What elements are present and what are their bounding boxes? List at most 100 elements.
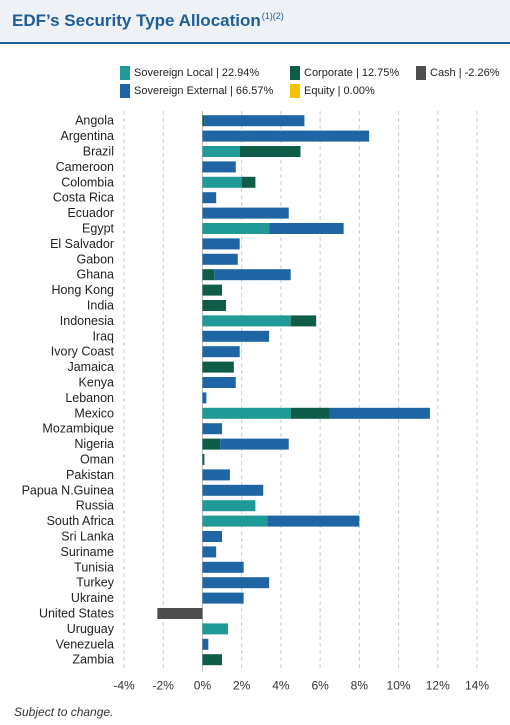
x-tick-label: 14% [465,678,489,692]
legend-swatch-sovereign-local [120,66,130,80]
bar-sovereign-external [204,115,305,127]
bar-sovereign-external [202,377,236,388]
x-tick-label: 8% [351,678,369,692]
category-label: Papua N.Guinea [22,483,114,497]
bar-sovereign-local [202,623,228,635]
category-label: Uruguay [67,622,115,636]
bar-sovereign-local [202,315,291,327]
bar-sovereign-local [202,515,268,527]
bar-sovereign-external [202,346,240,358]
legend-item-cash: Cash | -2.26% [416,66,500,80]
bar-corporate [290,407,330,419]
bar-sovereign-external [202,330,270,342]
legend-label-cash: Cash | -2.26% [430,67,500,79]
x-tick-label: 10% [387,678,411,692]
category-label: Egypt [82,222,114,236]
legend-swatch-sovereign-external [120,84,130,98]
bar-sovereign-external [202,130,370,142]
category-label: Nigeria [74,437,114,451]
legend-swatch-cash [416,66,426,80]
category-label: Ukraine [71,591,114,605]
category-label: South Africa [47,514,114,528]
bar-sovereign-local [202,176,242,188]
legend: Sovereign Local | 22.94% Corporate | 12.… [0,0,510,110]
category-label: Pakistan [66,468,114,482]
bar-corporate [290,315,317,327]
category-label: Zambia [72,653,114,667]
bar-corporate [202,361,234,373]
bar-sovereign-external [202,207,289,219]
bar-sovereign-external [202,577,270,589]
bar-sovereign-external [202,392,207,404]
bar-sovereign-local [202,500,256,512]
category-label: Hong Kong [51,283,114,297]
category-label: Sri Lanka [61,530,114,544]
legend-label-sovereign-local: Sovereign Local | 22.94% [134,67,260,79]
bar-sovereign-local [202,146,240,157]
legend-label-corporate: Corporate | 12.75% [304,67,400,79]
bar-sovereign-external [202,253,238,265]
bar-sovereign-external [202,546,217,558]
category-label: El Salvador [50,237,114,251]
bar-sovereign-external [202,531,223,542]
category-label: Indonesia [60,314,114,328]
bar-corporate [202,300,226,311]
category-label: Oman [80,453,114,467]
bar-sovereign-local [202,407,291,419]
category-label: Tunisia [74,560,114,574]
chart-header: EDF’s Security Type Allocation(1)(2) [0,0,510,44]
legend-item-equity: Equity | 0.00% [290,84,375,98]
category-label: Kenya [79,376,114,390]
legend-swatch-corporate [290,66,300,80]
x-tick-label: 0% [194,678,212,692]
category-label: Russia [76,499,114,513]
bar-corporate [202,454,205,465]
category-label: Ecuador [67,206,114,220]
bar-sovereign-external [202,423,223,435]
bar-sovereign-external [267,515,360,527]
bar-corporate [202,115,205,127]
x-tick-label: 6% [311,678,329,692]
legend-item-sovereign-local: Sovereign Local | 22.94% [120,66,259,80]
category-label: United States [39,607,114,621]
bar-sovereign-external [214,269,291,281]
category-label: Turkey [76,576,114,590]
category-label: Cameroon [56,160,114,174]
category-label: Ghana [76,268,114,282]
bar-sovereign-external [269,223,344,234]
bar-sovereign-external [329,407,430,419]
category-label: Brazil [83,145,114,159]
bar-sovereign-external [202,238,240,250]
category-label: Iraq [92,329,114,343]
bar-corporate [202,284,223,296]
bar-sovereign-external [220,438,289,450]
bar-sovereign-external [202,469,230,481]
category-label: Mozambique [42,422,114,436]
legend-label-sovereign-external: Sovereign External | 66.57% [134,85,274,97]
bar-sovereign-external [202,484,264,496]
bar-sovereign-external [202,561,244,573]
legend-swatch-equity [290,84,300,98]
bar-sovereign-local [202,223,270,234]
footnote: Subject to change. [14,705,114,719]
bar-corporate [241,176,256,188]
category-label: Jamaica [67,360,114,374]
category-label: Mexico [74,406,114,420]
category-label: Suriname [61,545,115,559]
bar-corporate [202,269,215,281]
x-tick-label: 4% [272,678,290,692]
legend-item-corporate: Corporate | 12.75% [290,66,399,80]
category-label: Costa Rica [53,191,114,205]
x-tick-label: -4% [113,678,135,692]
category-label: Gabon [76,252,114,266]
bar-sovereign-external [202,592,244,604]
category-label: Argentina [60,129,114,143]
category-label: Lebanon [65,391,114,405]
bar-corporate [239,146,301,157]
bar-sovereign-external [202,161,236,173]
title-footnote-marker: (1)(2) [261,11,284,22]
bar-cash [157,608,203,619]
category-label: Angola [75,114,114,128]
x-tick-label: 12% [426,678,450,692]
chart-title: EDF’s Security Type Allocation(1)(2) [12,11,284,30]
